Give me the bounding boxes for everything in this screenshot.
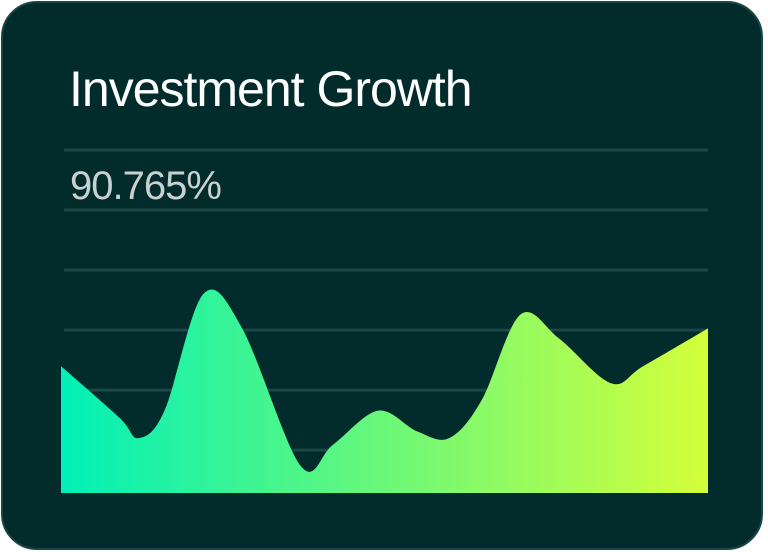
area-series bbox=[61, 289, 708, 493]
card-title: Investment Growth bbox=[69, 61, 473, 117]
growth-value: 90.765% bbox=[70, 164, 222, 208]
